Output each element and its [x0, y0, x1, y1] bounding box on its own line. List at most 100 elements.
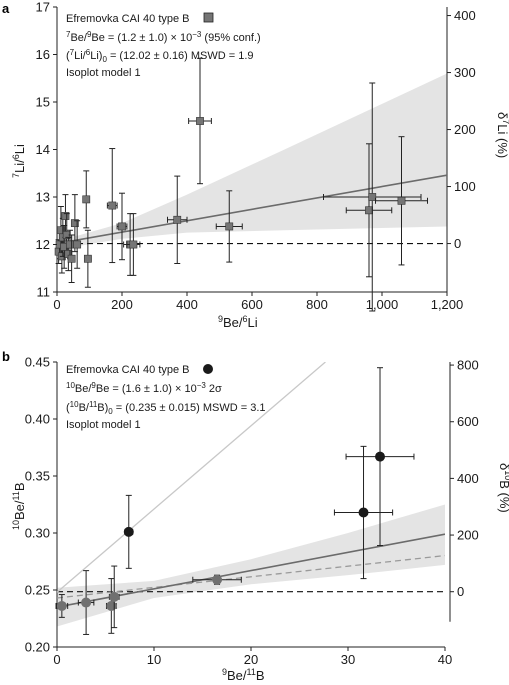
- y-tick-label: 0.45: [25, 355, 50, 370]
- marker-square: [129, 240, 138, 249]
- marker-square: [225, 222, 234, 231]
- confidence-envelope: [57, 504, 445, 627]
- marker-square: [173, 215, 182, 224]
- panel-a-y2label: δ7Li (%): [495, 112, 509, 158]
- data-point: [73, 220, 82, 269]
- y-tick-label: 0.30: [25, 526, 50, 541]
- marker-square: [70, 219, 79, 228]
- ylabel-a-a: Li/: [12, 159, 27, 173]
- panel-a: a 0 200 400 600 800 1,000 1,200111213141516170…: [2, 0, 509, 330]
- panel-b-xlabel: 9Be/11B: [222, 667, 265, 683]
- legend-b-l2-sup1: 10: [66, 381, 75, 390]
- marker-square: [368, 193, 377, 201]
- panel-b-marks: [55, 367, 415, 635]
- data-point: [345, 367, 415, 547]
- y2label-b-sup: 10: [503, 470, 509, 480]
- y2-tick-label: 0: [457, 584, 464, 599]
- y2-tick-label: 200: [457, 528, 479, 543]
- marker-square: [196, 117, 204, 125]
- y2-tick-label: 100: [454, 179, 476, 194]
- legend-a-l2-post: (95% conf.): [201, 32, 260, 44]
- panel-a-xlabel: 9Be/6Li: [218, 314, 258, 330]
- x-tick-label: 40: [438, 652, 452, 667]
- data-point: [375, 136, 428, 266]
- marker-square: [108, 201, 117, 210]
- legend-b-model: Isoplot model 1: [66, 419, 141, 431]
- data-point: [123, 494, 134, 569]
- marker-circle: [358, 507, 369, 518]
- y-tick-label: 0.20: [25, 640, 50, 655]
- y-tick-label: 11: [37, 285, 51, 300]
- marker-circle: [109, 591, 120, 602]
- marker-circle: [375, 451, 386, 462]
- data-point: [345, 143, 393, 278]
- ylabel-b-b: B: [12, 482, 27, 491]
- panel-b-ylabel: 10Be/11B: [11, 482, 27, 530]
- legend-a-l3-sup2: 6: [86, 48, 91, 57]
- svg-text:(10B/11B)0 = (0.235 ± 0.015) M: (10B/11B)0 = (0.235 ± 0.015) MSWD = 3.1: [66, 400, 266, 416]
- panel-b: b 0 10 20 30 40 0.20 0.25 0.30 0.35 0.40 0.45 0 200 4…: [2, 349, 509, 683]
- xlabel-b-b: B: [256, 668, 265, 683]
- legend-b-l2-val: Be = (1.6 ± 1.0) × 10: [96, 383, 197, 395]
- legend-a-model: Isoplot model 1: [66, 67, 141, 79]
- y-tick-label: 12: [36, 237, 50, 252]
- svg-text:7Be/9Be = (1.2 ± 1.0) × 10−3 (: 7Be/9Be = (1.2 ± 1.0) × 10−3 (95% conf.): [66, 30, 261, 44]
- y-tick-label: 0.40: [25, 412, 50, 427]
- xlabel-b-a: Be/: [227, 668, 247, 683]
- marker-square: [66, 240, 74, 249]
- xlabel-b-sup2: 11: [247, 667, 256, 677]
- x-tick-label: 400: [176, 297, 198, 312]
- legend-b-l3-mid: B/: [79, 402, 90, 414]
- ylabel-a-b: Li: [12, 144, 27, 154]
- y-tick-label: 15: [36, 95, 50, 110]
- marker-square: [82, 195, 91, 204]
- marker-circle: [106, 600, 117, 611]
- data-point: [83, 229, 92, 288]
- panel-a-ylabel: 7Li/6Li: [11, 144, 27, 178]
- panel-b-y2label: δ10B (%): [497, 463, 509, 513]
- x-tick-label: 200: [111, 297, 133, 312]
- data-point: [192, 574, 242, 585]
- xlabel-a-a: Be/: [223, 315, 243, 330]
- legend-a-marker: [203, 12, 214, 23]
- data-point: [67, 234, 76, 283]
- ylabel-b-sup2: 11: [11, 491, 21, 500]
- legend-b-l3-sup1: 10: [70, 400, 79, 409]
- data-point: [77, 570, 95, 635]
- xlabel-a-sup2: 6: [243, 314, 248, 324]
- legend-a-l3-pre: (: [66, 50, 70, 62]
- svg-text:(7Li/6Li)0 = (12.02 ± 0.16) MS: (7Li/6Li)0 = (12.02 ± 0.16) MSWD = 1.9: [66, 48, 254, 64]
- legend-b-l3-sub: 0: [108, 407, 113, 416]
- legend-b-l2-a: Be/: [75, 383, 92, 395]
- legend-a-l3-sup1: 7: [70, 48, 75, 57]
- data-point: [215, 190, 243, 263]
- panel-b-axes: [56, 362, 451, 648]
- y2label-a-sup: 7: [501, 119, 509, 124]
- y-tick-label: 0.35: [25, 469, 50, 484]
- svg-text:Efremovka CAI 40 type B: Efremovka CAI 40 type B: [66, 13, 190, 25]
- panel-a-ticks: 0 200 400 600 800 1,000 1,200 11 12 13 14 15 16 17 0 10…: [36, 0, 476, 312]
- legend-b-l3-sup2: 11: [89, 400, 98, 409]
- marker-square: [365, 206, 373, 215]
- y2-tick-label: 0: [454, 236, 461, 251]
- x-tick-label: 30: [341, 652, 355, 667]
- panel-a-confidence-envelope: [57, 73, 447, 252]
- marker-circle: [212, 574, 223, 585]
- xlabel-b-sup1: 9: [222, 667, 227, 677]
- panel-b-confidence-envelope: [57, 504, 445, 627]
- reference-line: [57, 362, 326, 593]
- y-tick-label: 17: [36, 0, 50, 15]
- xlabel-a-b: Li: [248, 315, 258, 330]
- marker-circle: [123, 526, 134, 537]
- legend-a-l3-mid: Li/: [74, 50, 87, 62]
- legend-a-l2-sup2: 9: [87, 30, 92, 39]
- legend-b-title: Efremovka CAI 40 type B: [66, 364, 190, 376]
- y2-tick-label: 400: [454, 8, 476, 23]
- legend-a-title: Efremovka CAI 40 type B: [66, 13, 190, 25]
- y2label-b-pre: δ: [497, 463, 509, 470]
- y-tick-label: 0.25: [25, 583, 50, 598]
- x-tick-label: 20: [244, 652, 258, 667]
- x-tick-label: 10: [147, 652, 161, 667]
- y2-tick-label: 400: [457, 471, 479, 486]
- x-tick-label: 1,000: [366, 297, 399, 312]
